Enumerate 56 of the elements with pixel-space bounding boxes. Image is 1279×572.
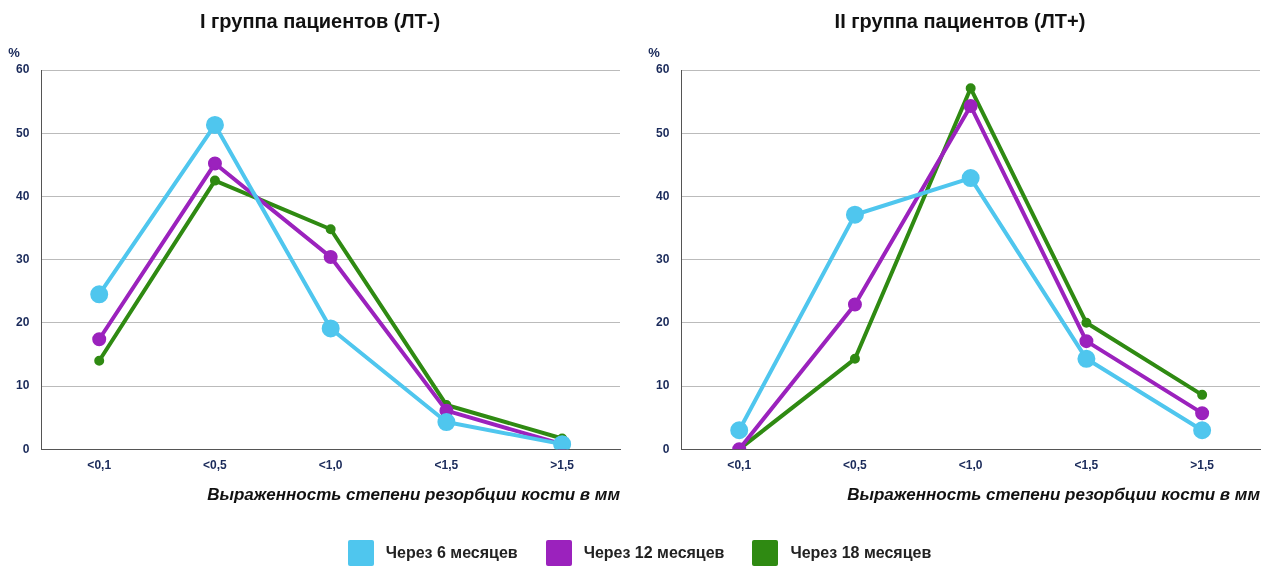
point xyxy=(1197,389,1208,400)
point xyxy=(323,250,338,265)
x-axis-title: Выраженность степени резорбции кости в мм xyxy=(847,485,1261,505)
y-tick-label: 60 xyxy=(15,62,30,77)
point xyxy=(730,421,749,440)
y-tick-label: 60 xyxy=(655,62,670,77)
x-tick-label: <1,0 xyxy=(318,457,343,472)
point xyxy=(209,175,220,186)
point xyxy=(205,115,224,134)
y-tick-label: 0 xyxy=(22,441,30,456)
x-tick-label: <1,5 xyxy=(1074,457,1099,472)
x-tick-label: <0,5 xyxy=(203,457,228,472)
x-axis-title: Выраженность степени резорбции кости в мм xyxy=(207,485,621,505)
y-tick-label: 20 xyxy=(15,315,30,330)
point xyxy=(1193,421,1212,440)
point xyxy=(325,224,336,235)
y-tick-label: 30 xyxy=(655,251,670,266)
x-tick-label: <1,5 xyxy=(434,457,459,472)
point xyxy=(92,332,107,347)
point xyxy=(207,156,222,171)
point xyxy=(90,285,109,304)
y-tick-label: 40 xyxy=(655,188,670,203)
point xyxy=(845,205,864,224)
point xyxy=(437,413,456,432)
x-tick-label: >1,5 xyxy=(550,457,575,472)
point xyxy=(961,169,980,188)
point xyxy=(1077,349,1096,368)
y-tick-label: 0 xyxy=(662,441,670,456)
point xyxy=(849,353,860,364)
legend-label: Через 12 месяцев xyxy=(583,544,725,562)
y-tick-label: 10 xyxy=(15,378,30,393)
y-tick-label: 20 xyxy=(655,315,670,330)
x-tick-label: >1,5 xyxy=(1190,457,1215,472)
y-axis-title: % xyxy=(8,45,21,61)
legend-label: Через 18 месяцев xyxy=(790,544,932,562)
x-tick-label: <0,1 xyxy=(727,457,752,472)
point xyxy=(321,319,340,338)
y-tick-label: 50 xyxy=(655,125,670,140)
x-tick-label: <0,5 xyxy=(843,457,868,472)
point xyxy=(1195,406,1210,421)
legend-label: Через 6 месяцев xyxy=(385,544,518,562)
point xyxy=(94,355,105,366)
chart-title: I группа пациентов (ЛТ-) xyxy=(198,10,442,33)
y-tick-label: 30 xyxy=(15,251,30,266)
point xyxy=(1079,334,1094,349)
point xyxy=(963,99,978,114)
point xyxy=(1081,317,1092,328)
y-axis-title: % xyxy=(648,45,661,61)
y-tick-label: 50 xyxy=(15,125,30,140)
y-tick-label: 10 xyxy=(655,378,670,393)
y-tick-label: 40 xyxy=(15,188,30,203)
x-tick-label: <1,0 xyxy=(958,457,983,472)
x-tick-label: <0,1 xyxy=(87,457,112,472)
point xyxy=(965,83,976,94)
chart-title: II группа пациентов (ЛТ+) xyxy=(833,10,1087,33)
point xyxy=(847,297,862,312)
